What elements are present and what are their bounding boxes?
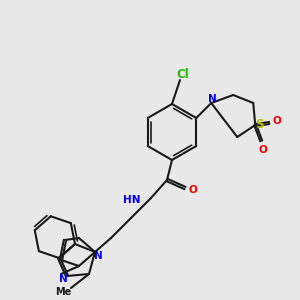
Text: O: O: [273, 116, 282, 126]
Text: HN: HN: [124, 195, 141, 205]
Text: N: N: [208, 94, 217, 104]
Text: Me: Me: [55, 287, 71, 297]
Text: Cl: Cl: [177, 68, 189, 80]
Text: O: O: [189, 185, 197, 195]
Text: S: S: [255, 118, 263, 130]
Text: N: N: [94, 251, 102, 261]
Text: N: N: [58, 274, 68, 284]
Text: O: O: [259, 145, 268, 155]
